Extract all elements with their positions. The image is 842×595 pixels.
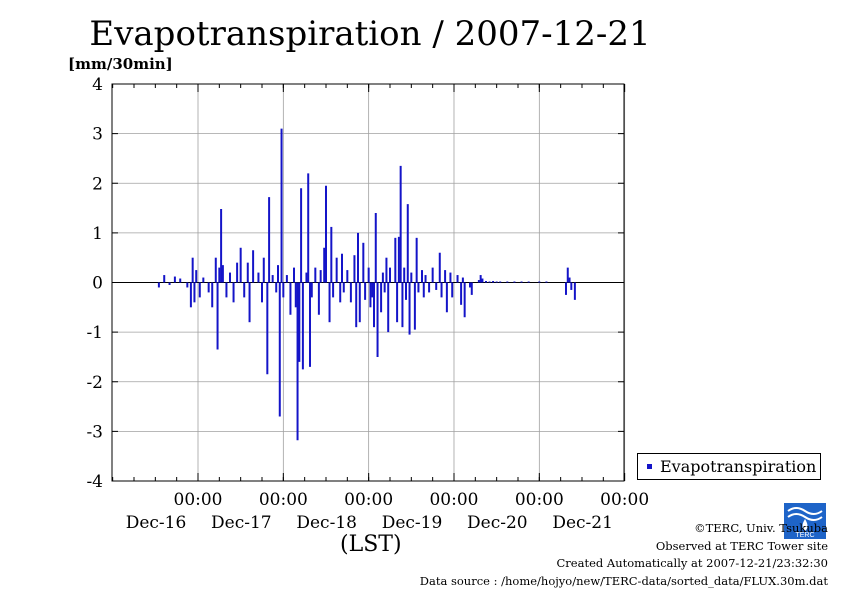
x-tick-date-label: Dec-18 [296, 513, 357, 533]
x-tick-labels: 00:00 Dec-16 00:00 Dec-17 00:00 Dec-18 00:00 De… [126, 490, 649, 533]
y-tick-labels: 4 3 2 1 0 -1 -2 -3 -4 [86, 75, 103, 492]
legend: Evapotranspiration [637, 453, 821, 480]
x-tick-time-label: 00:00 [344, 490, 393, 510]
x-axis-unit-label: (LST) [340, 532, 402, 557]
y-tick-label: 1 [92, 224, 103, 244]
axis-ticks [112, 83, 626, 482]
x-tick-time-label: 00:00 [515, 490, 564, 510]
x-tick-time-label: 00:00 [600, 490, 649, 510]
terc-logo-icon: TERC [784, 503, 826, 539]
credit-copyright: ©TERC, Univ. Tsukuba [694, 521, 828, 535]
data-bars [157, 128, 576, 441]
y-tick-label: 0 [92, 274, 103, 294]
x-tick-date-label: Dec-21 [552, 513, 613, 533]
credit-source: Data source : /home/hojyo/new/TERC-data/… [419, 573, 828, 588]
credit-created: Created Automatically at 2007-12-21/23:3… [556, 556, 829, 570]
x-tick-date-label: Dec-17 [211, 513, 272, 533]
y-tick-label: 3 [92, 125, 103, 145]
x-tick-time-label: 00:00 [429, 490, 478, 510]
x-tick-date-label: Dec-16 [126, 513, 187, 533]
logo-text: TERC [795, 532, 814, 539]
legend-marker [647, 464, 652, 469]
x-tick-time-label: 00:00 [259, 490, 308, 510]
y-tick-label: 4 [92, 75, 103, 95]
y-tick-label: -4 [86, 472, 103, 492]
y-tick-label: 2 [92, 174, 103, 194]
y-tick-label: -1 [86, 323, 103, 343]
credits-block: ©TERC, Univ. Tsukuba Observed at TERC To… [420, 520, 828, 590]
x-tick-date-label: Dec-20 [467, 513, 528, 533]
y-tick-label: -2 [86, 373, 103, 393]
legend-label: Evapotranspiration [660, 457, 817, 476]
x-tick-time-label: 00:00 [174, 490, 223, 510]
credit-observed: Observed at TERC Tower site [655, 538, 828, 553]
chart-title: Evapotranspiration / 2007-12-21 [89, 14, 651, 54]
x-tick-date-label: Dec-19 [382, 513, 443, 533]
y-tick-label: -3 [86, 422, 103, 442]
y-axis-unit-label: [mm/30min] [68, 55, 173, 73]
